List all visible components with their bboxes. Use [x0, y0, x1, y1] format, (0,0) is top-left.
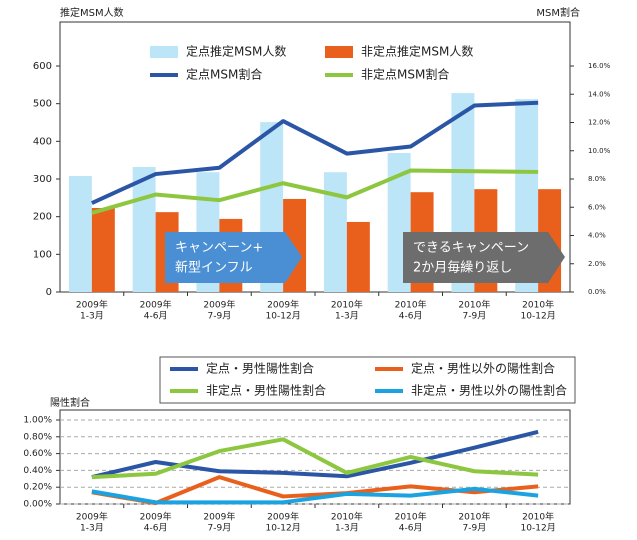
legend-label: 定点MSM割合	[186, 67, 262, 82]
x-tick-label: 10-12月	[266, 311, 301, 322]
y2-tick-label: 16.0%	[588, 62, 611, 70]
x-tick-label: 2010年	[458, 511, 490, 523]
line	[91, 486, 539, 505]
y-tick-label: 600	[33, 61, 52, 72]
annotation: できるキャンペーン	[413, 241, 529, 256]
y-tick-label: 100	[33, 249, 52, 260]
x-tick-label: 4-6月	[399, 523, 423, 534]
y2-tick-label: 14.0%	[588, 90, 611, 98]
y-tick-label: 0.40%	[23, 466, 52, 476]
annotation: 2か月毎繰り返し	[413, 260, 512, 276]
y-tick-label: 300	[33, 174, 52, 185]
y-tick-label: 400	[33, 136, 52, 147]
x-tick-label: 7-9月	[463, 523, 487, 534]
legend-box	[159, 356, 576, 404]
x-tick-label: 1-3月	[80, 523, 104, 534]
legend-swatch	[150, 46, 178, 58]
x-tick-label: 10-12月	[521, 311, 556, 322]
x-tick-label: 2009年	[140, 299, 172, 311]
x-tick-label: 4-6月	[144, 311, 168, 322]
legend-label: 非定点推定MSM人数	[361, 44, 473, 59]
line	[91, 437, 539, 480]
annotation-arrow	[165, 232, 302, 283]
annotation: キャンペーン+	[175, 241, 263, 256]
y2-tick-label: 2.0%	[588, 260, 606, 268]
y-tick-label: 0.80%	[23, 432, 52, 442]
y-tick-label: 0.60%	[23, 449, 52, 459]
x-tick-label: 7-9月	[463, 311, 487, 322]
line	[91, 168, 539, 215]
legend-swatch	[325, 46, 353, 58]
x-tick-label: 7-9月	[208, 311, 232, 322]
y-tick-label: 200	[33, 212, 52, 223]
x-tick-label: 7-9月	[208, 523, 232, 534]
y2-tick-label: 4.0%	[588, 232, 606, 240]
x-tick-label: 2009年	[267, 511, 299, 523]
bar	[132, 166, 156, 292]
x-tick-label: 10-12月	[266, 523, 301, 534]
x-tick-label: 1-3月	[335, 523, 359, 534]
y-tick-label: 0.00%	[23, 500, 52, 510]
line	[91, 100, 539, 205]
x-tick-label: 4-6月	[399, 311, 423, 322]
legend-label: 定点・男性陽性割合	[206, 361, 314, 376]
x-tick-label: 10-12月	[521, 523, 556, 534]
annotation: 新型インフル	[175, 260, 253, 276]
y2-axis-label: MSM割合	[536, 6, 580, 19]
y2-tick-label: 8.0%	[588, 175, 606, 183]
annotation-arrow	[403, 232, 565, 283]
y-tick-label: 0.20%	[23, 483, 52, 493]
x-tick-label: 2009年	[76, 299, 108, 311]
x-tick-label: 2010年	[331, 299, 363, 311]
x-tick-label: 2009年	[203, 511, 235, 523]
x-tick-label: 4-6月	[144, 523, 168, 534]
y2-tick-label: 6.0%	[588, 203, 606, 211]
y-tick-label: 500	[33, 99, 52, 110]
x-tick-label: 2010年	[395, 511, 427, 523]
y2-tick-label: 10.0%	[588, 147, 611, 155]
x-tick-label: 2010年	[395, 299, 427, 311]
y2-tick-label: 12.0%	[588, 119, 611, 127]
x-tick-label: 2009年	[203, 299, 235, 311]
x-tick-label: 2010年	[522, 511, 554, 523]
bar	[91, 208, 115, 292]
legend-label: 非定点・男性以外の陽性割合	[411, 383, 567, 398]
legend-label: 定点・男性以外の陽性割合	[411, 361, 555, 376]
x-tick-label: 1-3月	[335, 311, 359, 322]
bar	[68, 175, 92, 292]
y-axis-label: 推定MSM人数	[60, 6, 124, 19]
x-tick-label: 1-3月	[80, 311, 104, 322]
line	[91, 429, 539, 480]
x-tick-label: 2009年	[140, 511, 172, 523]
x-tick-label: 2010年	[522, 299, 554, 311]
x-tick-label: 2010年	[331, 511, 363, 523]
y-tick-label: 1.00%	[23, 416, 52, 426]
legend-label: 非定点・男性陽性割合	[206, 383, 326, 398]
x-tick-label: 2009年	[267, 299, 299, 311]
y2-tick-label: 0.0%	[588, 288, 606, 296]
x-tick-label: 2010年	[458, 299, 490, 311]
legend-label: 定点推定MSM人数	[186, 44, 286, 59]
legend-label: 非定点MSM割合	[361, 67, 449, 82]
bar	[346, 221, 370, 292]
y-tick-label: 0	[46, 287, 52, 298]
bar	[323, 172, 347, 292]
x-tick-label: 2009年	[76, 511, 108, 523]
y-axis-label: 陽性割合	[50, 396, 90, 409]
